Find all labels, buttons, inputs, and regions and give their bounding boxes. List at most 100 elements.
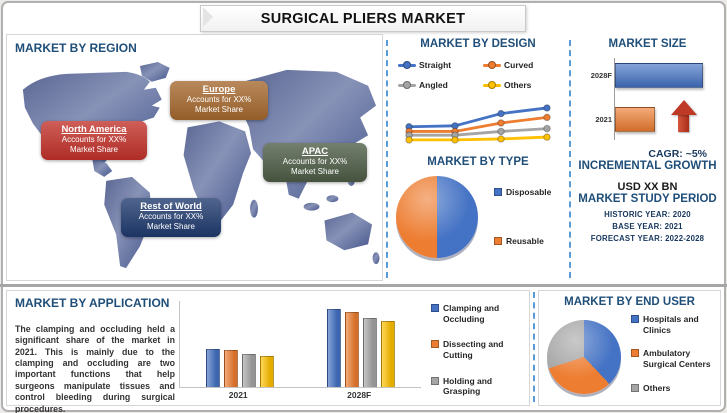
bar-2021 [615,106,655,132]
market-size-heading: MARKET SIZE [608,38,687,50]
line-marker-icon [483,61,501,69]
legend-label: Angled [419,80,448,90]
type-heading: MARKET BY TYPE [427,156,529,168]
legend-label: Others [643,382,671,393]
bar-2028F-Clamping and Occluding [326,308,341,387]
marker-dot-icon [488,61,496,69]
application-panel: MARKET BY APPLICATION The clamping and o… [6,290,530,413]
horizontal-divider [0,284,727,287]
historic-year: HISTORIC YEAR: 2020 [604,210,691,219]
design-line-chart [405,104,551,144]
callout-share-line: Accounts for XX% [138,212,204,221]
callout-europe: Europe Accounts for XX% Market Share [170,81,268,120]
legend-item-clamping: Clamping and Occluding [431,303,529,324]
swatch-icon [631,315,639,323]
callout-share-line: Accounts for XX% [282,157,348,166]
application-paragraph: The clamping and occluding held a signif… [15,323,175,413]
callout-region-name: Rest of World [140,201,202,212]
callout-region-name: APAC [301,146,329,157]
market-size-column: MARKET SIZE 2028F 2021 CAGR: ~5% INCREME… [574,38,721,282]
type-legend: Disposable Reusable [494,187,551,246]
legend-item-reusable: Reusable [494,236,551,247]
callout-share-line: Market Share [290,167,340,177]
region-heading: MARKET BY REGION [15,41,137,55]
end-user-heading: MARKET BY END USER [564,296,695,308]
legend-item-dissecting: Dissecting and Cutting [431,339,529,360]
application-x-axis-labels: 2021 2028F [179,390,421,400]
market-size-bar-chart: 2028F 2021 [580,58,715,144]
legend-item-disposable: Disposable [494,187,551,198]
callout-region-name: North America [61,124,127,135]
bar-2021-Clamping and Occluding [206,349,221,387]
bar-2028f [615,62,703,88]
bar-label: 2021 [595,114,612,124]
legend-item-angled: Angled [394,80,477,90]
legend-item-curved: Curved [479,60,562,70]
callout-apac: APAC Accounts for XX% Market Share [263,143,367,182]
vertical-divider [569,40,571,278]
growth-arrow-icon [670,100,697,132]
callout-share-line: Market Share [194,105,244,115]
end-user-legend: Hospitals and Clinics Ambulatory Surgica… [631,314,719,393]
x-tick-2028f: 2028F [347,390,372,400]
legend-label: Dissecting and Cutting [443,339,504,360]
study-period-heading: MARKET STUDY PERIOD [578,193,717,205]
legend-label: Holding and Grasping [443,375,493,397]
x-tick-2021: 2021 [228,390,248,400]
application-heading: MARKET BY APPLICATION [15,296,170,310]
legend-label: Hospitals and Clinics [643,314,699,335]
callout-share-line: Market Share [69,145,119,155]
callout-north-america: North America Accounts for XX% Market Sh… [41,121,147,160]
incremental-growth-value: USD XX BN [617,181,678,193]
bar-group-2021 [206,301,275,387]
design-heading: MARKET BY DESIGN [420,38,536,50]
incremental-growth-heading: INCREMENTAL GROWTH [578,160,717,172]
legend-item-ambulatory: Ambulatory Surgical Centers [631,348,719,369]
callout-region-name: Europe [202,84,236,95]
legend-label: Others [443,412,470,413]
y-axis-line [614,58,615,140]
marker-dot-icon [488,81,496,89]
callout-share-line: Accounts for XX% [61,135,127,144]
bar-row-2028f: 2028F [580,62,715,88]
legend-item-others: Others [631,383,719,394]
callout-share-line: Market Share [146,222,196,232]
region-panel: MARKET BY REGION [6,34,383,281]
cagr-annotation: CAGR: ~5% [648,148,707,160]
swatch-icon [431,340,439,349]
bar-2021-Dissecting and Cutting [224,350,239,387]
swatch-icon [631,349,639,358]
legend-item-holding: Holding and Grasping [431,376,529,397]
bar-2021-Others [260,355,275,387]
swatch-icon [431,304,439,312]
title-bevel-decoration [203,7,213,27]
end-user-pie-chart [547,320,621,394]
legend-label: Reusable [506,236,544,246]
end-user-panel: MARKET BY END USER Hospitals and Clinics… [538,290,721,406]
callout-rest-of-world: Rest of World Accounts for XX% Market Sh… [121,198,221,237]
legend-label: Ambulatory Surgical Centers [643,348,711,369]
design-and-type-column: MARKET BY DESIGN Straight Curved Angled … [392,38,564,282]
callout-share-line: Accounts for XX% [186,95,252,104]
bar-row-2021: 2021 [580,106,715,132]
line-marker-icon [398,61,416,69]
line-marker-icon [398,81,416,89]
title-bar: SURGICAL PLIERS MARKET [200,5,526,32]
bar-2028F-Holding and Grasping [362,318,377,387]
swatch-icon [494,188,502,197]
base-year: BASE YEAR: 2021 [612,222,683,231]
swatch-icon [631,383,639,392]
bar-2021-Holding and Grasping [242,353,257,387]
legend-item-straight: Straight [394,60,477,70]
legend-item-hospitals: Hospitals and Clinics [631,314,719,335]
bar-label: 2028F [590,70,612,80]
type-pie-chart [396,176,478,258]
type-chart-block: Disposable Reusable [392,176,564,258]
forecast-year: FORECAST YEAR: 2022-2028 [590,234,705,243]
application-bar-chart [179,301,421,388]
vertical-divider [533,292,535,402]
line-marker-icon [483,81,501,89]
bar-group-2028f [326,301,395,387]
study-period-lines: HISTORIC YEAR: 2020 BASE YEAR: 2021 FORE… [574,210,721,243]
